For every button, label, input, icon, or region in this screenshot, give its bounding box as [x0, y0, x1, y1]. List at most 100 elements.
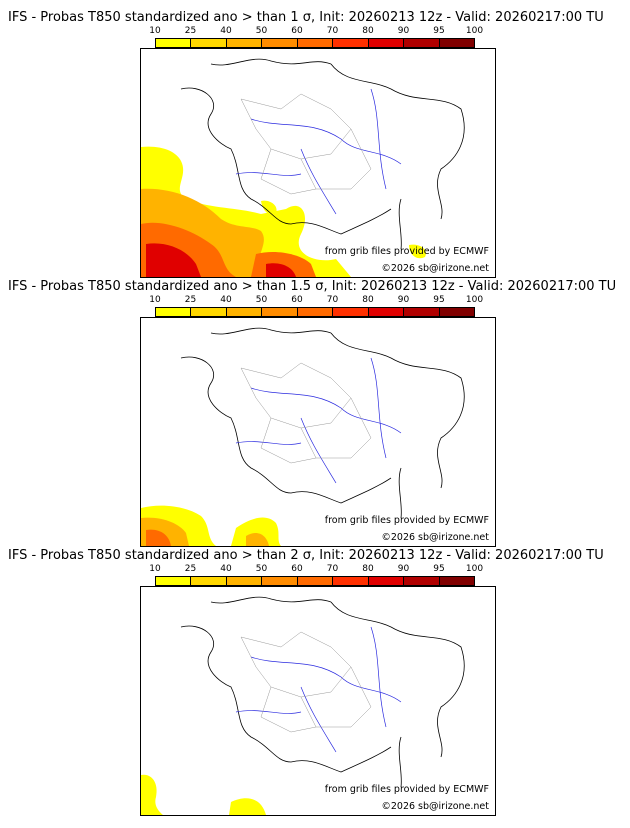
probability-shading: [409, 244, 426, 259]
data-source-credit: from grib files provided by ECMWF: [324, 784, 489, 795]
colorbar-swatches: [155, 576, 475, 586]
colorbar-swatch: [297, 308, 334, 316]
colorbar-swatch: [191, 39, 227, 47]
colorbar-tick: 25: [184, 26, 197, 36]
colorbar-swatch: [333, 39, 369, 47]
river: [250, 118, 402, 165]
probability-colorbar: 10 25 40 50 60 70 80 90 95 100: [149, 295, 483, 323]
coastline: [398, 736, 402, 788]
probability-shading: [146, 243, 201, 277]
colorbar-tick: 70: [326, 295, 339, 305]
colorbar-swatch: [368, 577, 405, 585]
probability-shading: [229, 798, 266, 815]
colorbar-tick: 60: [291, 295, 303, 305]
country-border: [330, 332, 465, 489]
river: [370, 626, 387, 728]
colorbar-swatch: [262, 39, 298, 47]
region-border: [240, 631, 372, 733]
country-border: [330, 63, 465, 220]
probability-map: from grib files provided by ECMWF ©2026 …: [140, 48, 496, 278]
coastline: [210, 327, 332, 335]
colorbar-swatch: [226, 308, 263, 316]
colorbar-swatch: [297, 39, 334, 47]
map-graphic: [141, 58, 465, 277]
colorbar-swatch: [404, 39, 440, 47]
colorbar-tick: 100: [465, 564, 484, 574]
river: [370, 88, 387, 190]
colorbar-tick: 60: [291, 26, 303, 36]
probability-colorbar: 10 25 40 50 60 70 80 90 95 100: [149, 564, 483, 592]
colorbar-swatch: [439, 39, 474, 47]
colorbar-tick: 10: [149, 295, 161, 305]
colorbar-tick: 90: [397, 26, 410, 36]
colorbar-tick: 50: [255, 564, 268, 574]
map-graphic: [141, 596, 465, 815]
colorbar-swatch: [333, 577, 369, 585]
colorbar-swatch: [297, 577, 334, 585]
map-graphic: [141, 327, 465, 546]
colorbar-tick: 80: [362, 295, 374, 305]
colorbar-tick: 90: [397, 564, 410, 574]
colorbar-swatch: [191, 577, 227, 585]
river: [300, 148, 337, 215]
colorbar-tick: 90: [397, 295, 410, 305]
colorbar-tick: 60: [291, 564, 303, 574]
colorbar-swatch: [404, 577, 440, 585]
colorbar-tick: 70: [326, 26, 339, 36]
river: [250, 656, 402, 703]
region-border: [240, 93, 372, 195]
colorbar-tick: 100: [465, 26, 484, 36]
river: [370, 357, 387, 459]
probability-shading: [261, 200, 277, 215]
colorbar-swatch: [333, 308, 369, 316]
colorbar-ticks: 10 25 40 50 60 70 80 90 95 100: [149, 295, 483, 307]
coastline: [398, 467, 402, 519]
coastline: [180, 87, 392, 235]
colorbar-tick: 50: [255, 295, 268, 305]
coastline: [210, 58, 332, 66]
colorbar-tick: 25: [184, 295, 197, 305]
river: [300, 417, 337, 484]
copyright-credit: ©2026 sb@irizone.net: [381, 801, 489, 812]
probability-map: from grib files provided by ECMWF ©2026 …: [140, 317, 496, 547]
colorbar-tick: 10: [149, 26, 161, 36]
panel-title: IFS - Probas T850 standardized ano > tha…: [8, 548, 604, 563]
data-source-credit: from grib files provided by ECMWF: [324, 246, 489, 257]
copyright-credit: ©2026 sb@irizone.net: [381, 532, 489, 543]
probability-shading: [266, 263, 296, 277]
coastline: [180, 625, 392, 773]
colorbar-tick: 40: [220, 26, 232, 36]
colorbar-swatch: [191, 308, 227, 316]
colorbar-swatch: [156, 577, 192, 585]
coastline: [180, 356, 392, 504]
data-source-credit: from grib files provided by ECMWF: [324, 515, 489, 526]
river: [235, 441, 302, 445]
probability-colorbar: 10 25 40 50 60 70 80 90 95 100: [149, 26, 483, 54]
colorbar-swatch: [404, 308, 440, 316]
colorbar-ticks: 10 25 40 50 60 70 80 90 95 100: [149, 564, 483, 576]
colorbar-tick: 95: [433, 26, 445, 36]
colorbar-swatch: [156, 39, 192, 47]
colorbar-swatch: [439, 308, 474, 316]
colorbar-tick: 70: [326, 564, 339, 574]
colorbar-tick: 95: [433, 295, 445, 305]
panel-title: IFS - Probas T850 standardized ano > tha…: [8, 279, 617, 294]
probability-shading: [246, 533, 269, 546]
coastline: [398, 198, 402, 250]
country-border: [330, 601, 465, 758]
colorbar-swatch: [226, 577, 263, 585]
colorbar-swatch: [368, 39, 405, 47]
colorbar-tick: 100: [465, 295, 484, 305]
colorbar-swatch: [226, 39, 263, 47]
panel-title: IFS - Probas T850 standardized ano > tha…: [8, 10, 604, 25]
copyright-credit: ©2026 sb@irizone.net: [381, 263, 489, 274]
colorbar-swatch: [439, 577, 474, 585]
colorbar-ticks: 10 25 40 50 60 70 80 90 95 100: [149, 26, 483, 38]
colorbar-swatches: [155, 307, 475, 317]
colorbar-swatches: [155, 38, 475, 48]
colorbar-tick: 25: [184, 564, 197, 574]
coastline: [210, 596, 332, 604]
colorbar-tick: 50: [255, 26, 268, 36]
colorbar-swatch: [262, 308, 298, 316]
river: [300, 686, 337, 753]
